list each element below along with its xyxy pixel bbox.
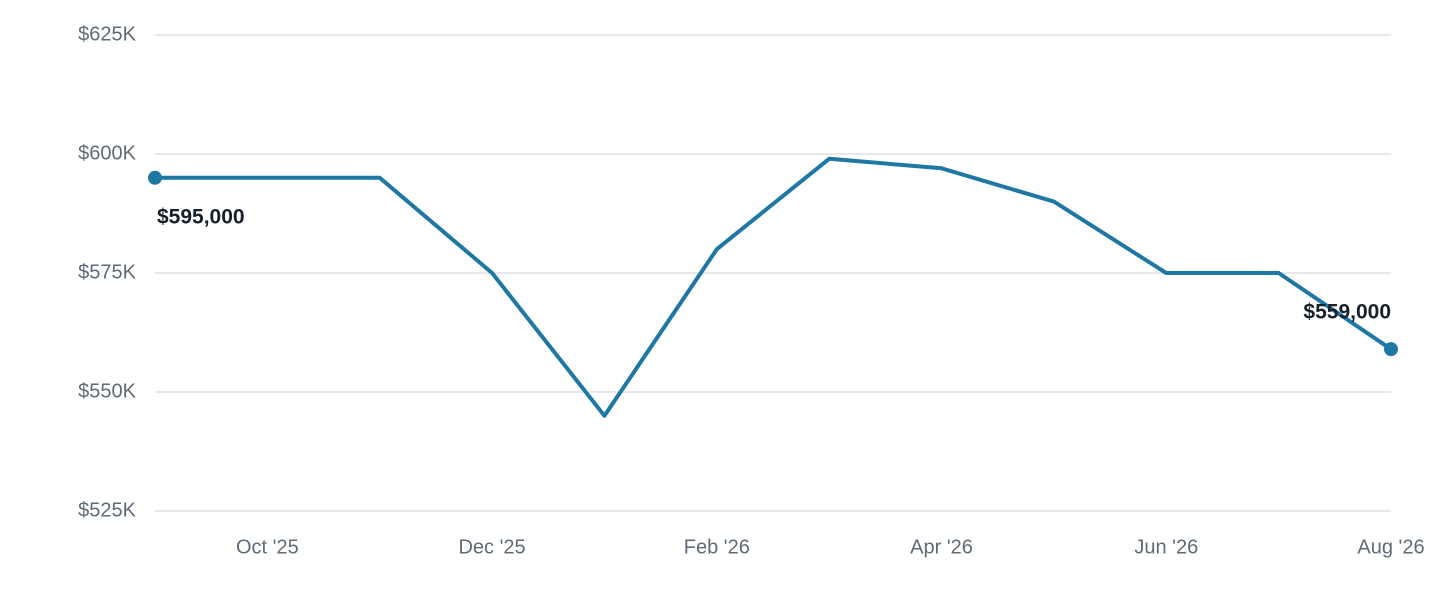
point-marker [148, 170, 162, 185]
y-tick-label: $575K [78, 261, 136, 283]
y-tick-label: $600K [78, 142, 136, 164]
price-line [155, 156, 1393, 418]
y-tick-label: $550K [78, 380, 136, 402]
x-tick-label: Dec '25 [458, 536, 525, 558]
y-tick-label: $525K [78, 499, 136, 521]
x-tick-label: Apr '26 [910, 536, 973, 558]
x-tick-label: Feb '26 [684, 536, 750, 558]
x-tick-label: Oct '25 [236, 536, 299, 558]
x-tick-label: Jun '26 [1134, 536, 1198, 558]
x-tick-label: Aug '26 [1357, 536, 1424, 558]
point-marker [1384, 342, 1398, 357]
y-tick-label: $625K [78, 23, 136, 45]
value-label: $559,000 [1303, 301, 1391, 324]
value-label: $595,000 [157, 205, 245, 228]
